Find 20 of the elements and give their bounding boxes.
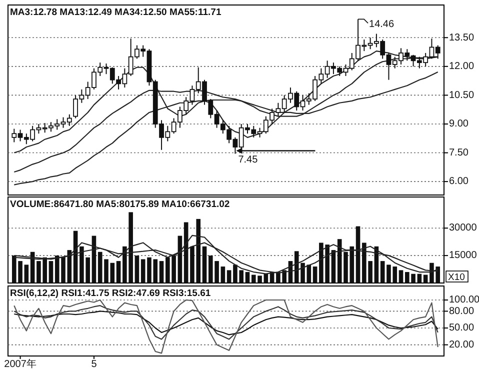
y-tick-label: 12.00: [449, 61, 474, 72]
y-tick-label: 20.00: [449, 339, 474, 350]
y-tick-label: 50.00: [449, 322, 474, 334]
chart-title: VOLUME:86471.80 MA5:80175.89 MA10:66731.02: [10, 199, 230, 210]
chart-title: RSI(6,12,2) RSI1:41.75 RSI2:47.69 RSI3:15.61: [10, 288, 212, 299]
y-tick-label: 30000: [449, 222, 478, 234]
y-tick-label: 6.00: [449, 176, 469, 188]
annotation: 7.45: [238, 154, 258, 166]
annotation: 14.46: [369, 19, 394, 30]
y-tick-label: 10.50: [449, 90, 474, 101]
text: X10: [448, 272, 465, 283]
y-tick-label: 13.50: [449, 32, 474, 44]
y-tick-label: 15000: [449, 250, 478, 262]
y-tick-label: 7.50: [449, 147, 469, 158]
y-tick-label: 9.00: [449, 118, 469, 130]
chart-title: MA3:12.78 MA13:12.49 MA34:12.50 MA55:11.71: [10, 7, 222, 18]
x-tick-label: 2007年: [4, 358, 36, 370]
y-tick-label: 100.00: [449, 294, 479, 306]
x-tick-label: 5: [91, 359, 98, 370]
y-tick-label: 80.00: [449, 306, 474, 317]
